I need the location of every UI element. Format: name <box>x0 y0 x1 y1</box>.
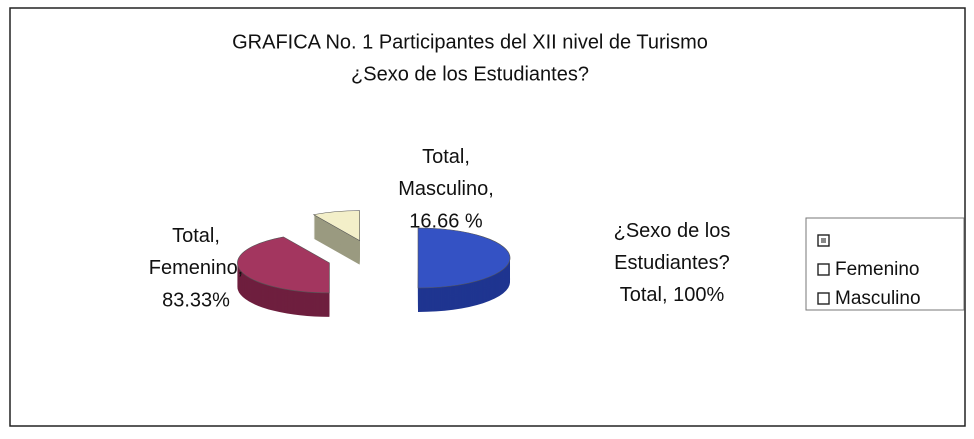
data-label-text: Total, <box>620 284 668 306</box>
data-label: Masculino, <box>398 178 494 200</box>
data-label-text: Total, <box>422 146 470 168</box>
slice <box>417 227 511 289</box>
data-label: Total, 100% <box>620 284 725 306</box>
value-label: 83.33% <box>162 289 230 311</box>
slice <box>312 210 360 242</box>
slice <box>237 236 330 294</box>
data-label: Total, <box>172 225 220 247</box>
data-label: ¿Sexo de los <box>614 220 731 242</box>
value-label: 100% <box>673 284 724 306</box>
data-label-text: Masculino, <box>398 178 494 200</box>
legend-label: Femenino <box>835 259 920 280</box>
legend-swatch <box>817 292 830 305</box>
data-label: Estudiantes? <box>614 252 730 274</box>
data-label: Total, <box>422 146 470 168</box>
data-label-text: Estudiantes? <box>614 252 730 274</box>
data-label-text: Total, <box>172 225 220 247</box>
value-label: 16.66 % <box>409 210 483 232</box>
data-label: Femenino, <box>149 257 244 279</box>
legend-box <box>805 217 965 311</box>
legend-label: Masculino <box>835 288 921 309</box>
data-label-text: Femenino, <box>149 257 244 279</box>
chart-subtitle: ¿Sexo de los Estudiantes? <box>351 63 589 85</box>
chart-title: GRAFICA No. 1 Participantes del XII nive… <box>232 31 708 53</box>
legend-swatch-inner <box>821 238 826 243</box>
chart-frame <box>9 7 966 427</box>
data-label-text: ¿Sexo de los <box>614 220 731 242</box>
slices <box>237 210 511 294</box>
legend-swatch <box>817 263 830 276</box>
